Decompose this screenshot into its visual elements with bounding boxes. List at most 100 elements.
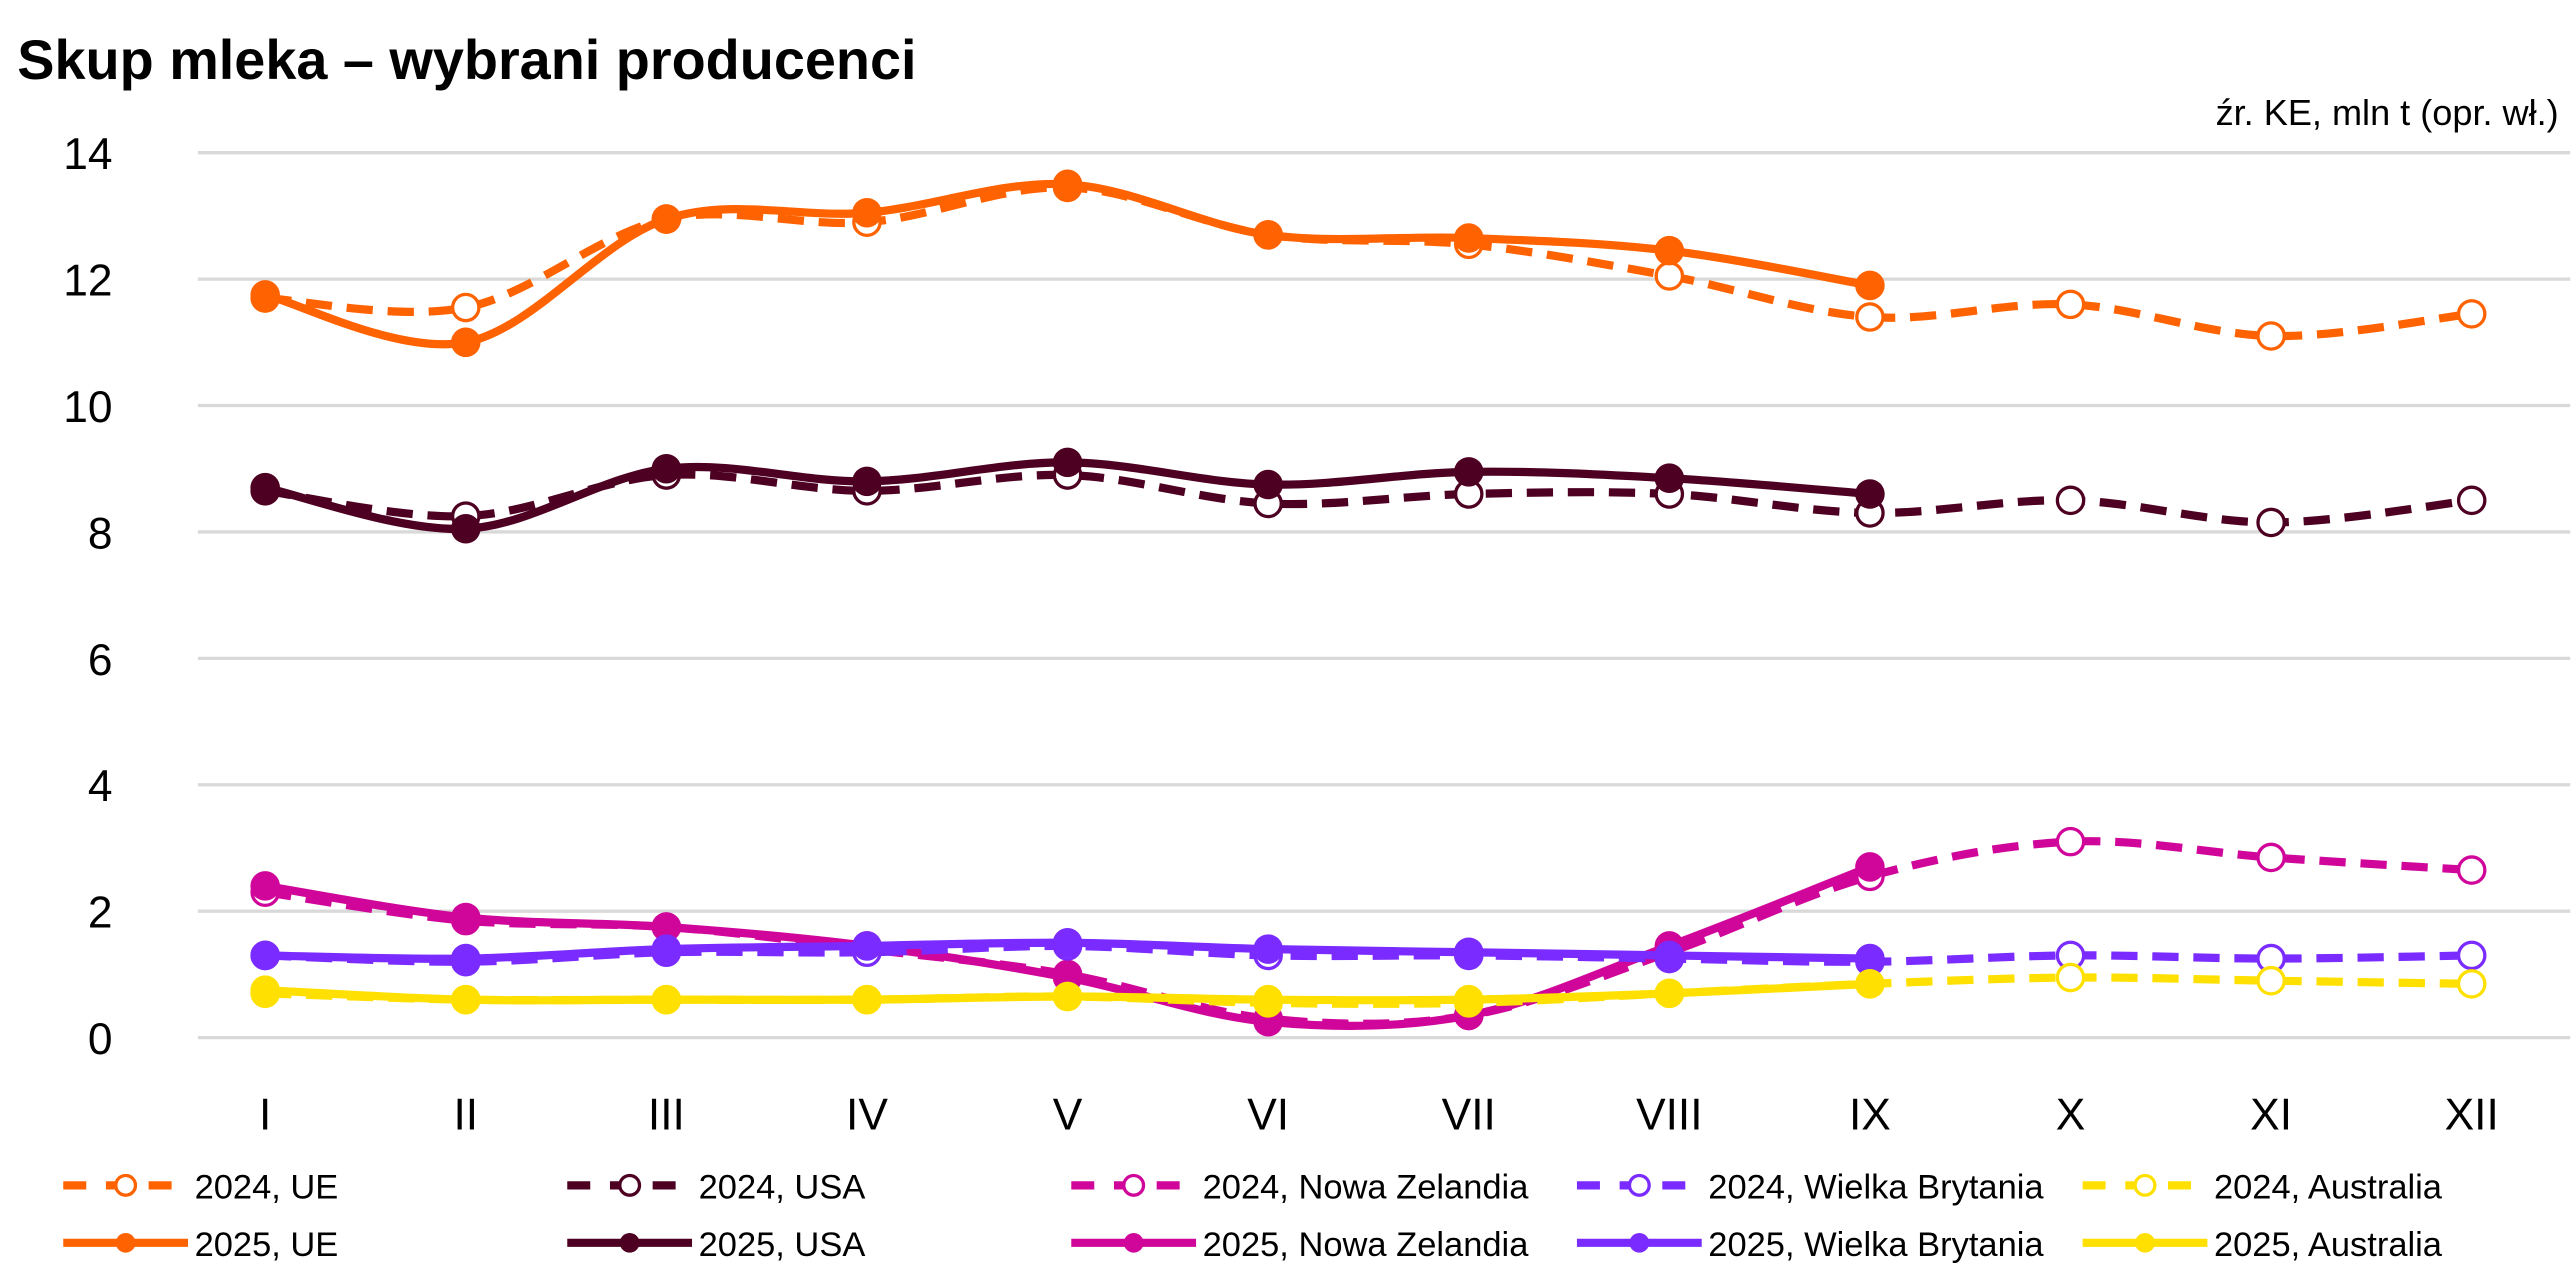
x-tick-label: XII: [2445, 1091, 2499, 1140]
series-2024-usa: [250, 460, 2487, 538]
chart-subtitle: źr. KE, mln t (opr. wł.): [2216, 92, 2559, 133]
legend-item: 2024, Wielka Brytania: [1576, 1168, 2044, 1206]
legend-marker: [618, 1173, 642, 1197]
data-point: [250, 975, 280, 1005]
series-2025-ue: [250, 169, 1885, 358]
gridlines: [197, 151, 2571, 1040]
legend-item: 2024, USA: [567, 1168, 865, 1206]
series-line: [264, 179, 1871, 349]
y-tick-label: 10: [63, 383, 112, 432]
data-point: [1253, 934, 1283, 964]
data-point: [2456, 299, 2487, 329]
y-tick-label: 6: [88, 636, 113, 685]
legend-item: 2025, Wielka Brytania: [1576, 1226, 2044, 1264]
legend-marker: [1629, 1232, 1650, 1253]
legend-marker: [1123, 1232, 1144, 1253]
legend: 2024, UE 2025, UE 2024, USA 2025, USA 2024, …: [63, 1168, 2443, 1264]
data-point: [1855, 270, 1885, 301]
data-point: [2055, 485, 2086, 516]
legend-item: 2025, UE: [63, 1226, 338, 1264]
x-tick-label: III: [648, 1091, 685, 1140]
data-point: [1855, 943, 1885, 974]
data-point: [852, 197, 882, 228]
data-point: [250, 280, 280, 310]
data-point: [451, 292, 481, 323]
data-point: [1654, 235, 1685, 266]
series-2024-australia: [250, 962, 2487, 1018]
data-point: [250, 940, 280, 971]
data-point: [1052, 447, 1083, 478]
data-point: [2456, 940, 2487, 971]
series-2025-wielka-brytania: [250, 928, 1885, 974]
x-tick-label: IX: [1849, 1091, 1891, 1140]
data-point: [1654, 463, 1685, 493]
series-line: [264, 470, 2473, 527]
data-point: [2456, 855, 2487, 885]
legend-label: 2024, Wielka Brytania: [1708, 1168, 2044, 1206]
data-point: [2256, 842, 2286, 873]
data-point: [1855, 479, 1885, 509]
data-point: [1654, 261, 1685, 291]
data-point: [451, 943, 481, 974]
data-point: [1253, 220, 1283, 250]
x-tick-label: VII: [1442, 1091, 1496, 1140]
data-point: [2055, 826, 2086, 857]
data-point: [651, 984, 682, 1015]
series-2024-ue: [250, 172, 2487, 351]
y-tick-label: 14: [63, 130, 112, 179]
x-tick-label: X: [2056, 1091, 2086, 1140]
x-tick-label: IV: [846, 1091, 888, 1140]
legend-label: 2024, Nowa Zelandia: [1203, 1168, 1530, 1206]
legend-label: 2025, USA: [699, 1226, 866, 1264]
legend-marker: [1122, 1173, 1146, 1197]
legend-label: 2024, USA: [699, 1168, 866, 1206]
data-point: [651, 912, 682, 942]
data-point: [1453, 457, 1484, 487]
data-point: [2256, 321, 2286, 351]
y-tick-label: 4: [88, 762, 113, 811]
data-point: [852, 931, 882, 961]
data-point: [1654, 940, 1685, 971]
series-2025-usa: [250, 447, 1885, 544]
data-point: [2055, 962, 2086, 993]
legend-label: 2025, Australia: [2214, 1226, 2443, 1264]
data-point: [2055, 289, 2086, 320]
data-point: [852, 984, 882, 1015]
data-point: [250, 472, 280, 503]
data-point: [2256, 965, 2286, 996]
data-point: [852, 466, 882, 497]
legend-marker: [114, 1173, 138, 1197]
data-point: [651, 204, 682, 234]
legend-item: 2024, UE: [63, 1168, 338, 1206]
legend-marker: [1627, 1173, 1651, 1197]
data-point: [1253, 469, 1283, 500]
y-tick-label: 8: [88, 509, 113, 558]
y-axis-ticks: 0 2 4 6 8 10 12 14: [63, 130, 112, 1064]
legend-marker: [115, 1232, 136, 1253]
data-point: [1052, 169, 1083, 200]
legend-item: 2025, Nowa Zelandia: [1071, 1226, 1529, 1264]
x-tick-label: VI: [1247, 1091, 1289, 1140]
data-point: [2456, 969, 2487, 999]
y-tick-label: 2: [88, 889, 113, 938]
data-point: [1052, 981, 1083, 1012]
y-tick-label: 0: [88, 1015, 113, 1064]
series-2025-australia: [250, 969, 1885, 1015]
data-point: [2456, 485, 2487, 516]
data-point: [1453, 937, 1484, 968]
legend-item: 2025, USA: [567, 1226, 865, 1264]
legend-marker: [619, 1232, 640, 1253]
legend-item: 2024, Australia: [2082, 1168, 2443, 1206]
legend-marker: [2133, 1173, 2157, 1197]
x-tick-label: VIII: [1636, 1091, 1702, 1140]
legend-label: 2025, UE: [195, 1226, 339, 1264]
x-axis-ticks: I II III IV V VI VII VIII IX X XI XII: [259, 1091, 2499, 1140]
x-tick-label: XI: [2250, 1091, 2292, 1140]
data-point: [451, 327, 481, 358]
x-tick-label: II: [453, 1091, 478, 1140]
data-point: [1453, 223, 1484, 253]
legend-item: 2025, Australia: [2082, 1226, 2443, 1264]
legend-label: 2025, Nowa Zelandia: [1203, 1226, 1530, 1264]
data-point: [451, 902, 481, 933]
data-point: [1855, 852, 1885, 882]
